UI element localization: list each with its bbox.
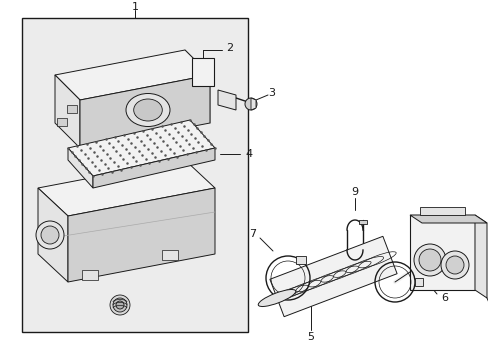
Polygon shape xyxy=(80,75,209,148)
Polygon shape xyxy=(358,220,366,224)
Circle shape xyxy=(445,256,463,274)
Polygon shape xyxy=(82,270,98,280)
Polygon shape xyxy=(68,120,215,176)
Polygon shape xyxy=(57,118,67,126)
Polygon shape xyxy=(55,50,209,100)
Polygon shape xyxy=(38,160,215,216)
Polygon shape xyxy=(419,207,464,215)
Polygon shape xyxy=(269,236,396,317)
Circle shape xyxy=(440,251,468,279)
Polygon shape xyxy=(22,18,247,332)
Polygon shape xyxy=(68,188,215,282)
Circle shape xyxy=(418,249,440,271)
Polygon shape xyxy=(38,188,68,282)
Polygon shape xyxy=(93,148,215,188)
Circle shape xyxy=(110,295,130,315)
Polygon shape xyxy=(162,250,178,260)
Text: 4: 4 xyxy=(244,149,252,159)
Circle shape xyxy=(244,98,257,110)
Text: 3: 3 xyxy=(268,88,275,98)
Polygon shape xyxy=(250,98,256,110)
Polygon shape xyxy=(218,90,236,110)
Text: 2: 2 xyxy=(226,43,233,53)
Polygon shape xyxy=(295,256,305,264)
Text: 5: 5 xyxy=(307,332,314,342)
Text: 6: 6 xyxy=(440,293,447,303)
Polygon shape xyxy=(409,215,474,290)
Text: 7: 7 xyxy=(248,229,256,239)
Text: 1: 1 xyxy=(131,2,138,12)
Circle shape xyxy=(116,301,124,309)
Circle shape xyxy=(113,298,127,312)
Polygon shape xyxy=(67,105,77,113)
Polygon shape xyxy=(55,75,80,148)
Ellipse shape xyxy=(133,99,162,121)
Polygon shape xyxy=(409,215,486,223)
Text: 9: 9 xyxy=(351,187,358,197)
Ellipse shape xyxy=(258,289,295,306)
Polygon shape xyxy=(192,58,214,86)
Polygon shape xyxy=(414,278,422,286)
Circle shape xyxy=(41,226,59,244)
Polygon shape xyxy=(68,148,93,188)
Circle shape xyxy=(413,244,445,276)
Polygon shape xyxy=(474,215,486,298)
Circle shape xyxy=(36,221,64,249)
Ellipse shape xyxy=(126,94,170,126)
